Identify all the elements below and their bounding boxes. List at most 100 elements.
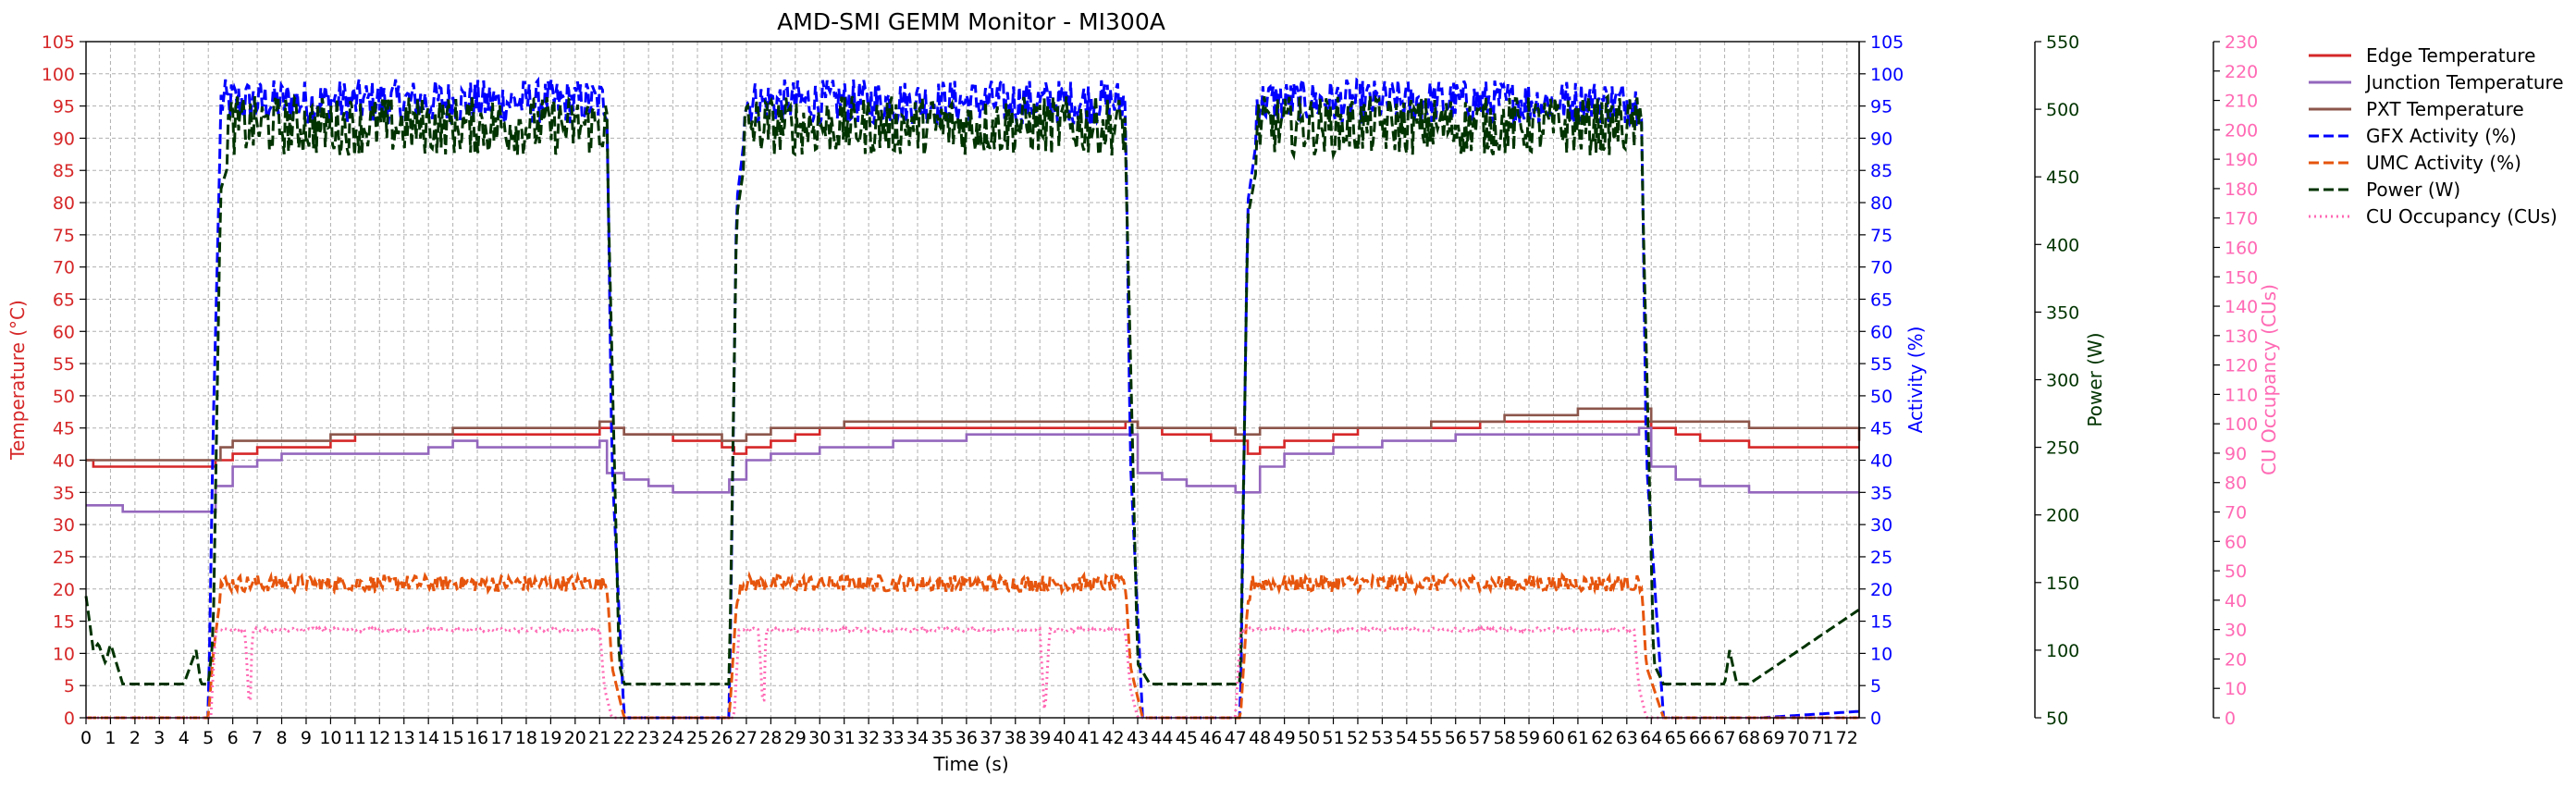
activity-tick-label: 80 [1870, 193, 1892, 214]
power-tick-label: 150 [2046, 573, 2079, 594]
cu-tick-label: 40 [2225, 591, 2247, 611]
series-layer [84, 76, 1861, 720]
series-line-cu-occupancy-cus [86, 624, 1859, 720]
cu-tick-label: 10 [2225, 679, 2247, 699]
activity-tick-label: 75 [1870, 226, 1892, 246]
x-tick-label: 38 [1005, 728, 1027, 748]
x-tick-label: 11 [344, 728, 366, 748]
x-tick-label: 62 [1591, 728, 1613, 748]
x-tick-label: 15 [442, 728, 464, 748]
x-tick-label: 51 [1322, 728, 1344, 748]
activity-tick-label: 105 [1870, 32, 1904, 53]
power-tick-label: 200 [2046, 506, 2079, 526]
temperature-tick-label: 35 [53, 483, 75, 503]
power-tick-label: 350 [2046, 302, 2079, 323]
activity-tick-label: 0 [1870, 709, 1881, 729]
x-tick-label: 26 [710, 728, 733, 748]
x-tick-label: 35 [931, 728, 953, 748]
x-tick-label: 18 [515, 728, 537, 748]
temperature-tick-label: 25 [53, 548, 75, 568]
x-tick-label: 60 [1542, 728, 1564, 748]
x-tick-label: 6 [228, 728, 239, 748]
activity-tick-label: 10 [1870, 644, 1892, 664]
activity-tick-label: 65 [1870, 290, 1892, 310]
temperature-tick-label: 95 [53, 97, 75, 117]
x-tick-label: 23 [637, 728, 659, 748]
cu-tick-label: 80 [2225, 474, 2247, 494]
activity-tick-label: 15 [1870, 612, 1892, 633]
grid-layer [85, 41, 1859, 719]
temperature-tick-label: 15 [53, 612, 75, 633]
x-tick-label: 66 [1689, 728, 1711, 748]
x-tick-label: 21 [588, 728, 610, 748]
cu-tick-label: 70 [2225, 503, 2247, 524]
x-tick-label: 24 [661, 728, 684, 748]
x-tick-label: 56 [1445, 728, 1467, 748]
temperature-tick-label: 80 [53, 193, 75, 214]
x-tick-label: 52 [1347, 728, 1369, 748]
cu-tick-label: 110 [2225, 385, 2258, 405]
series-line-pxt-temperature [86, 407, 1861, 462]
temperature-tick-label: 20 [53, 580, 75, 600]
temperature-tick-label: 70 [53, 258, 75, 278]
activity-tick-label: 40 [1870, 451, 1892, 472]
temperature-tick-label: 50 [53, 387, 75, 407]
x-tick-label: 36 [955, 728, 978, 748]
activity-tick-label: 100 [1870, 65, 1904, 85]
x-tick-label: 70 [1787, 728, 1809, 748]
x-tick-label: 46 [1200, 728, 1222, 748]
activity-tick-label: 55 [1870, 354, 1892, 375]
temperature-tick-label: 90 [53, 129, 75, 149]
temperature-axis-label: Temperature (°C) [6, 300, 29, 461]
cu-axis-label: CU Occupancy (CUs) [2258, 284, 2280, 475]
x-tick-label: 2 [129, 728, 141, 748]
x-tick-label: 25 [686, 728, 709, 748]
activity-tick-label: 30 [1870, 515, 1892, 536]
x-tick-label: 44 [1151, 728, 1173, 748]
x-tick-label: 22 [613, 728, 635, 748]
x-tick-label: 29 [784, 728, 807, 748]
x-tick-label: 69 [1762, 728, 1784, 748]
cu-tick-label: 90 [2225, 444, 2247, 464]
cu-tick-label: 100 [2225, 414, 2258, 435]
x-tick-label: 68 [1738, 728, 1760, 748]
x-tick-label: 19 [539, 728, 561, 748]
activity-tick-label: 20 [1870, 580, 1892, 600]
legend-layer: Edge Temperature Junction Temperature PXT … [2309, 44, 2564, 228]
x-tick-label: 45 [1176, 728, 1198, 748]
power-tick-label: 500 [2046, 100, 2079, 120]
x-tick-label: 57 [1469, 728, 1491, 748]
activity-tick-label: 90 [1870, 129, 1892, 149]
cu-tick-label: 190 [2225, 150, 2258, 170]
x-tick-label: 71 [1811, 728, 1833, 748]
cu-tick-label: 140 [2225, 297, 2258, 317]
x-tick-label: 9 [301, 728, 312, 748]
x-tick-label: 39 [1029, 728, 1051, 748]
legend-label: UMC Activity (%) [2366, 152, 2521, 174]
x-tick-label: 8 [276, 728, 287, 748]
x-tick-label: 50 [1298, 728, 1320, 748]
temperature-tick-label: 0 [64, 709, 75, 729]
temperature-tick-label: 10 [53, 644, 75, 664]
x-tick-label: 59 [1518, 728, 1540, 748]
cu-tick-label: 150 [2225, 267, 2258, 288]
legend-label: Junction Temperature [2364, 71, 2564, 93]
legend-label: GFX Activity (%) [2366, 125, 2517, 147]
temperature-tick-label: 5 [64, 676, 75, 697]
x-tick-label: 61 [1567, 728, 1589, 748]
series-line-junction-temperature [86, 426, 1859, 513]
activity-tick-label: 45 [1870, 419, 1892, 439]
x-tick-label: 54 [1396, 728, 1418, 748]
legend-label: Edge Temperature [2366, 44, 2535, 67]
series-line-gfx-activity [86, 76, 1859, 720]
activity-axis-label: Activity (%) [1904, 327, 1927, 434]
power-tick-label: 50 [2046, 709, 2068, 729]
temperature-tick-label: 65 [53, 290, 75, 310]
temperature-tick-label: 60 [53, 322, 75, 342]
cu-tick-label: 230 [2225, 32, 2258, 53]
temperature-tick-label: 75 [53, 226, 75, 246]
cu-tick-label: 210 [2225, 92, 2258, 112]
temperature-tick-label: 85 [53, 161, 75, 181]
x-tick-label: 48 [1249, 728, 1271, 748]
